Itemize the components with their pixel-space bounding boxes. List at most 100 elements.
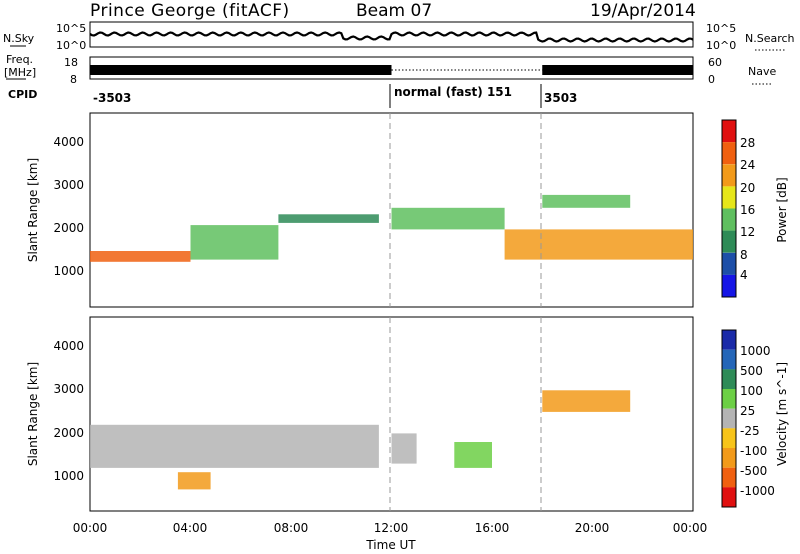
colorbar-swatch <box>722 252 736 275</box>
time-axis: 00:00 04:00 08:00 12:00 16:00 20:00 00:0… <box>73 521 708 535</box>
velocity-y-tick: 4000 <box>53 339 84 353</box>
power-y-tick: 2000 <box>53 221 84 235</box>
date-title: 19/Apr/2014 <box>590 1 696 21</box>
cpid-label: CPID <box>8 88 37 101</box>
x-tick: 00:00 <box>73 521 108 535</box>
colorbar-swatch <box>722 230 736 253</box>
colorbar-swatch <box>722 448 736 468</box>
colorbar-swatch <box>722 186 736 209</box>
colorbar-swatch <box>722 389 736 409</box>
heatmap-band <box>90 424 379 468</box>
heatmap-band <box>542 390 631 412</box>
power-colorbar-ticks: 4 8 12 16 20 24 28 <box>740 136 755 282</box>
power-cbar-tick: 12 <box>740 225 755 239</box>
colorbar-swatch <box>722 487 736 507</box>
cpid-segment-1: -3503 <box>93 91 131 105</box>
beam-title: Beam 07 <box>356 1 432 21</box>
x-tick: 00:00 <box>673 521 708 535</box>
cpid-segment-3: 3503 <box>544 91 577 105</box>
noise-right-tick-bottom: 10^0 <box>706 39 736 52</box>
velocity-colorbar <box>721 329 737 508</box>
colorbar-swatch <box>722 164 736 187</box>
freq-strip-series <box>90 65 693 75</box>
colorbar-frame <box>721 119 737 298</box>
heatmap-band <box>190 225 279 260</box>
power-y-tick: 3000 <box>53 178 84 192</box>
velocity-y-label: Slant Range [km] <box>26 362 40 466</box>
noise-right-label: N.Search <box>745 32 795 45</box>
power-y-axis: 1000 2000 3000 4000 <box>53 135 84 278</box>
heatmap-band <box>278 214 379 223</box>
velocity-cbar-tick: 500 <box>740 364 763 378</box>
power-colorbar <box>721 119 737 298</box>
colorbar-frame <box>721 329 737 508</box>
power-y-label: Slant Range [km] <box>26 158 40 262</box>
power-cbar-tick: 4 <box>740 268 748 282</box>
noise-right-tick-top: 10^5 <box>706 22 736 35</box>
x-tick: 08:00 <box>274 521 309 535</box>
velocity-cbar-label: Velocity [m s^-1] <box>775 362 789 466</box>
power-cbar-tick: 8 <box>740 248 748 262</box>
nave-right-tick-bottom: 0 <box>708 73 715 86</box>
heatmap-band <box>90 251 191 262</box>
heatmap-band <box>391 433 417 464</box>
velocity-cbar-tick: -25 <box>740 424 760 438</box>
velocity-heatmap <box>90 390 631 490</box>
cpid-segment-2: normal (fast) 151 <box>394 85 512 99</box>
freq-label-2: [MHz] <box>4 66 36 79</box>
heatmap-band <box>542 194 631 208</box>
heatmap-band <box>504 229 693 260</box>
nave-right-tick-top: 60 <box>708 56 722 69</box>
colorbar-swatch <box>722 428 736 448</box>
x-tick: 04:00 <box>173 521 208 535</box>
power-heatmap <box>90 194 693 262</box>
velocity-cbar-tick: -100 <box>740 444 767 458</box>
velocity-y-tick: 2000 <box>53 426 84 440</box>
freq-bar-2 <box>542 65 693 75</box>
noise-left-tick-top: 10^5 <box>56 22 86 35</box>
freq-left-tick-bottom: 8 <box>70 73 77 86</box>
freq-left-tick-top: 18 <box>64 56 78 69</box>
nave-right-label: Nave <box>748 65 776 78</box>
heatmap-band <box>177 472 211 490</box>
power-y-tick: 4000 <box>53 135 84 149</box>
velocity-cbar-tick: 1000 <box>740 344 771 358</box>
colorbar-swatch <box>722 330 736 350</box>
colorbar-swatch <box>722 349 736 370</box>
power-cbar-tick: 24 <box>740 158 755 172</box>
power-cbar-tick: 28 <box>740 136 755 150</box>
power-cbar-tick: 20 <box>740 181 755 195</box>
colorbar-swatch <box>722 467 736 488</box>
x-tick: 20:00 <box>575 521 610 535</box>
x-axis-label: Time UT <box>365 538 416 552</box>
noise-left-label: N.Sky <box>3 32 35 45</box>
power-cbar-label: Power [dB] <box>775 177 789 242</box>
velocity-y-tick: 1000 <box>53 469 84 483</box>
colorbar-swatch <box>722 142 736 165</box>
velocity-y-axis: 1000 2000 3000 4000 <box>53 339 84 483</box>
heatmap-band <box>391 207 505 230</box>
x-tick: 12:00 <box>374 521 409 535</box>
site-title: Prince George (fitACF) <box>90 1 290 21</box>
power-cbar-tick: 16 <box>740 203 755 217</box>
colorbar-swatch <box>722 408 736 429</box>
heatmap-band <box>454 442 492 468</box>
noise-strip-series <box>89 31 694 43</box>
freq-label-1: Freq. <box>6 53 33 66</box>
noise-line <box>89 31 694 43</box>
velocity-y-tick: 3000 <box>53 382 84 396</box>
velocity-cbar-tick: 100 <box>740 384 763 398</box>
velocity-cbar-tick: 25 <box>740 404 755 418</box>
velocity-cbar-tick: -500 <box>740 464 767 478</box>
power-y-tick: 1000 <box>53 264 84 278</box>
colorbar-swatch <box>722 369 736 389</box>
colorbar-swatch <box>722 274 736 297</box>
colorbar-swatch <box>722 208 736 231</box>
x-tick: 16:00 <box>475 521 510 535</box>
noise-left-tick-bottom: 10^0 <box>56 39 86 52</box>
freq-bar-1 <box>90 65 392 75</box>
colorbar-swatch <box>722 120 736 143</box>
velocity-cbar-tick: -1000 <box>740 484 775 498</box>
velocity-colorbar-ticks: 1000 500 100 25 -25 -100 -500 -1000 <box>740 344 775 498</box>
